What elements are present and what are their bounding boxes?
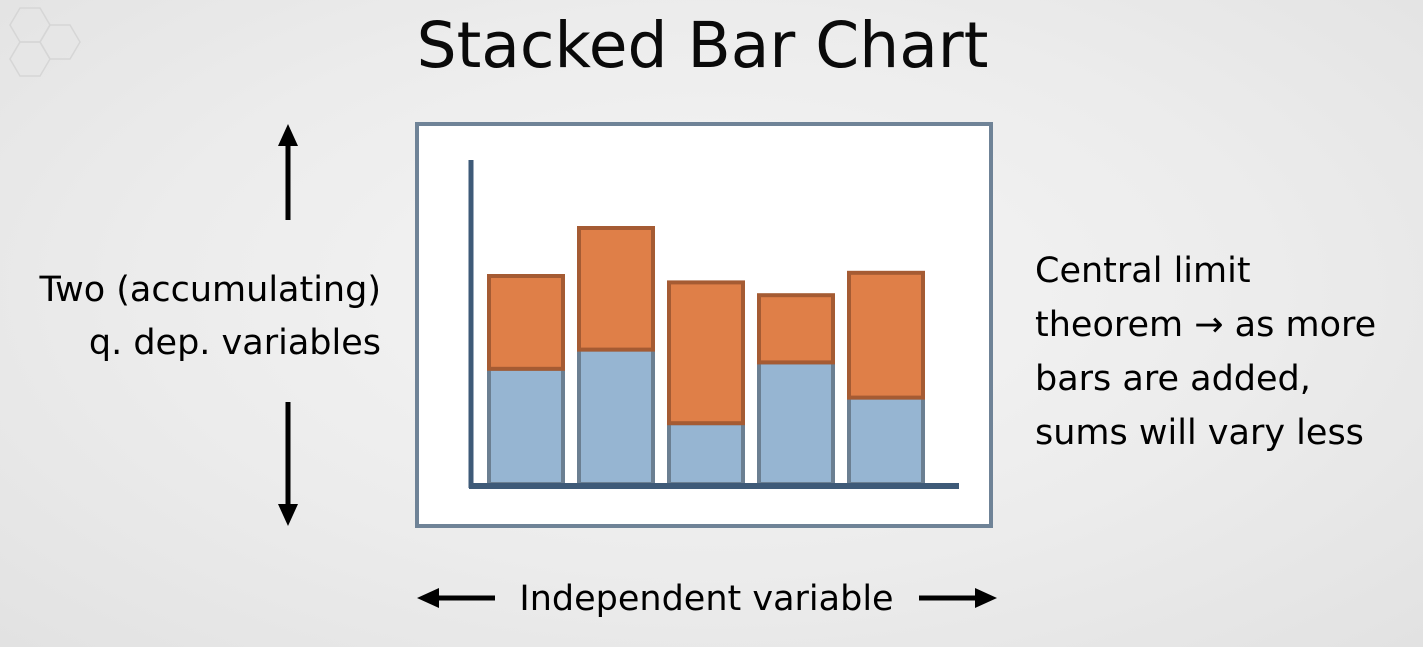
bar-top-segment-1 [487, 274, 565, 371]
bar-bottom-segment-1 [487, 366, 565, 486]
stacked-bar-chart [468, 160, 959, 489]
bar-bottom-segment-4 [757, 360, 835, 486]
bar-bottom-segment-2 [577, 347, 655, 486]
side-note-line-1: Central limit [1035, 251, 1251, 291]
x-axis-label: Independent variable [519, 579, 894, 619]
bar-top-segment-5 [847, 270, 925, 400]
side-note: Central limit theorem → as more bars are… [1035, 244, 1420, 460]
bar-bottom-segment-3 [667, 421, 745, 487]
bar-top-segment-2 [577, 226, 655, 352]
y-axis-label-line-1: Two (accumulating) [39, 270, 381, 310]
hexagon-decoration-icon [9, 7, 81, 77]
bar-top-segment-4 [757, 293, 835, 365]
right-arrow-icon [919, 588, 997, 608]
side-note-line-2: theorem → as more [1035, 305, 1377, 345]
side-note-line-3: bars are added, [1035, 359, 1311, 399]
down-arrow-head-icon [278, 504, 298, 526]
vertical-double-arrow [278, 124, 298, 526]
y-axis-label: Two (accumulating) q. dep. variables [0, 264, 381, 370]
bar-top-segment-3 [667, 280, 745, 426]
chart-frame [415, 122, 993, 528]
y-axis-label-line-2: q. dep. variables [88, 323, 381, 363]
slide-title: Stacked Bar Chart [416, 9, 989, 82]
bar-bottom-segment-5 [847, 395, 925, 487]
side-note-line-4: sums will vary less [1035, 413, 1364, 453]
up-arrow-head-icon [278, 124, 298, 146]
left-arrow-icon [417, 588, 495, 608]
